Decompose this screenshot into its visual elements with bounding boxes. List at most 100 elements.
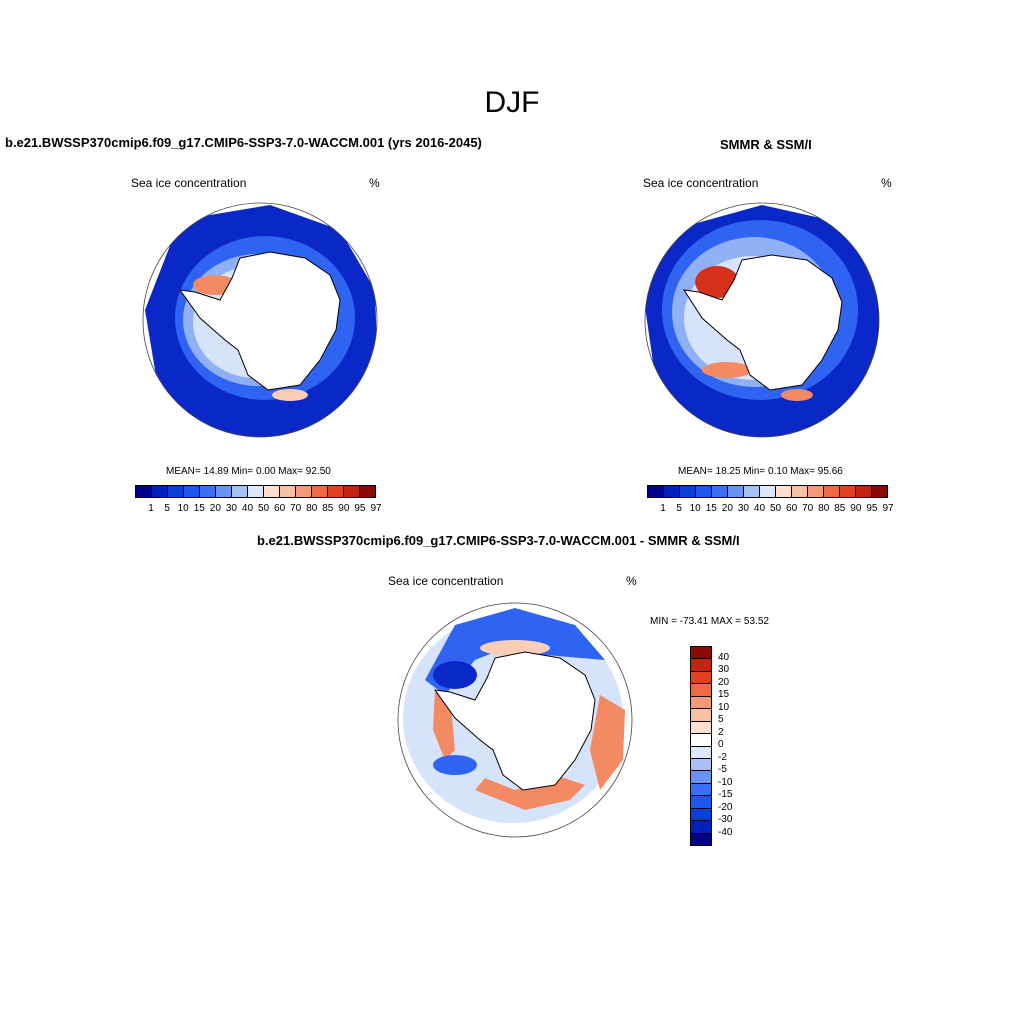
panel2-stats: MEAN= 18.25 Min= 0.10 Max= 95.66	[678, 466, 843, 477]
panel3-south-positive	[475, 775, 585, 810]
colorbar-tick-label: 30	[737, 503, 749, 514]
colorbar-tick-label: 60	[786, 503, 798, 514]
colorbar-swatch	[691, 758, 711, 772]
colorbar-swatch	[691, 808, 711, 822]
colorbar-tick-label: 95	[354, 503, 366, 514]
colorbar-swatch	[248, 486, 264, 497]
panel1-colorbar-labels: 1 5 10 15 20 30 40 50 60 70 80 85 90 95 97	[135, 503, 381, 515]
panel2-colorbar-labels: 1 5 10 15 20 30 40 50 60 70 80 85 90 95 97	[647, 503, 893, 515]
panel1-antarctica	[178, 251, 341, 391]
colorbar-swatch	[824, 486, 840, 497]
colorbar-tick-label: 30	[225, 503, 237, 514]
colorbar-swatch	[280, 486, 296, 497]
panel2-polar-map	[644, 202, 880, 438]
colorbar-tick-label: 15	[718, 689, 730, 700]
colorbar-swatch	[152, 486, 168, 497]
colorbar-tick-label: 10	[718, 701, 730, 713]
colorbar-tick-label: 20	[209, 503, 221, 514]
colorbar-swatch	[776, 486, 792, 497]
colorbar-tick-label: -2	[718, 751, 727, 763]
colorbar-swatch	[136, 486, 152, 497]
colorbar-tick-label: 50	[257, 503, 270, 514]
panel1-stats: MEAN= 14.89 Min= 0.00 Max= 92.50	[166, 466, 331, 477]
panel1-units: %	[369, 176, 380, 190]
colorbar-tick-label: 10	[177, 503, 189, 514]
colorbar-tick-label: 40	[718, 651, 730, 663]
panel3-colorbar	[690, 646, 712, 846]
colorbar-swatch	[728, 486, 744, 497]
colorbar-tick-label: -40	[718, 826, 733, 838]
colorbar-tick-label: 70	[802, 503, 814, 514]
colorbar-swatch	[792, 486, 808, 497]
panel3-ross-negative	[433, 755, 477, 775]
colorbar-swatch	[856, 486, 872, 497]
colorbar-swatch	[691, 771, 711, 784]
colorbar-tick-label: 40	[753, 503, 766, 514]
colorbar-tick-label: 1	[660, 503, 666, 514]
colorbar-swatch	[691, 833, 711, 845]
colorbar-tick-label: 30	[718, 664, 730, 675]
panel3-north-negative	[425, 608, 605, 695]
colorbar-tick-label: 80	[306, 503, 318, 514]
colorbar-swatch	[691, 783, 711, 797]
colorbar-tick-label: 95	[866, 503, 878, 514]
colorbar-tick-label: -5	[718, 764, 727, 775]
panel2-antarctica	[682, 254, 843, 391]
colorbar-swatch	[680, 486, 696, 497]
panel3-weddell-negative	[433, 661, 477, 689]
colorbar-tick-label: 97	[370, 503, 382, 514]
panel1-title: b.e21.BWSSP370cmip6.f09_g17.CMIP6-SSP3-7…	[5, 135, 482, 150]
colorbar-tick-label: -30	[718, 814, 733, 825]
colorbar-tick-label: -20	[718, 801, 733, 813]
colorbar-tick-label: 20	[718, 676, 730, 688]
colorbar-swatch	[760, 486, 776, 497]
colorbar-tick-label: 2	[718, 726, 724, 738]
colorbar-swatch	[216, 486, 232, 497]
colorbar-swatch	[691, 647, 711, 660]
colorbar-tick-label: 85	[834, 503, 846, 514]
colorbar-swatch	[872, 486, 887, 497]
panel3-antarctica	[433, 651, 596, 791]
colorbar-tick-label: 90	[850, 503, 862, 514]
colorbar-swatch	[328, 486, 344, 497]
colorbar-tick-label: 5	[676, 503, 682, 514]
panel3-ring-positive	[480, 640, 550, 656]
panel1-variable: Sea ice concentration	[131, 176, 247, 190]
colorbar-swatch	[200, 486, 216, 497]
figure-title: DJF	[484, 86, 540, 119]
colorbar-swatch	[696, 486, 712, 497]
colorbar-swatch	[232, 486, 248, 497]
colorbar-swatch	[691, 721, 711, 735]
colorbar-swatch	[184, 486, 200, 497]
colorbar-tick-label: 15	[193, 503, 205, 514]
colorbar-swatch	[840, 486, 856, 497]
colorbar-swatch	[664, 486, 680, 497]
panel3-colorbar-labels: 40 30 20 15 10 5 2 0 -2 -5 -10 -15 -20 -30 -40	[718, 646, 758, 846]
panel2-ross-high	[781, 389, 813, 401]
colorbar-tick-label: 97	[882, 503, 894, 514]
panel3-units: %	[626, 574, 637, 588]
colorbar-swatch	[344, 486, 360, 497]
colorbar-swatch	[691, 671, 711, 685]
colorbar-swatch	[691, 746, 711, 759]
panel2-peninsula-high	[702, 362, 752, 378]
colorbar-swatch	[168, 486, 184, 497]
colorbar-swatch	[264, 486, 280, 497]
panel3-title: b.e21.BWSSP370cmip6.f09_g17.CMIP6-SSP3-7…	[257, 533, 740, 548]
colorbar-swatch	[691, 684, 711, 697]
colorbar-tick-label: 80	[818, 503, 830, 514]
colorbar-swatch	[691, 709, 711, 722]
colorbar-tick-label: -15	[718, 789, 733, 800]
colorbar-tick-label: 90	[338, 503, 350, 514]
panel3-east-positive	[590, 695, 625, 790]
colorbar-tick-label: 70	[290, 503, 302, 514]
colorbar-tick-label: 5	[718, 714, 724, 725]
colorbar-swatch	[691, 696, 711, 710]
colorbar-tick-label: 40	[241, 503, 254, 514]
panel2-units: %	[881, 176, 892, 190]
panel1-colorbar	[135, 485, 376, 498]
panel1-ross-high	[272, 389, 308, 401]
colorbar-swatch	[360, 486, 375, 497]
colorbar-tick-label: 0	[718, 739, 724, 750]
colorbar-tick-label: 10	[689, 503, 701, 514]
